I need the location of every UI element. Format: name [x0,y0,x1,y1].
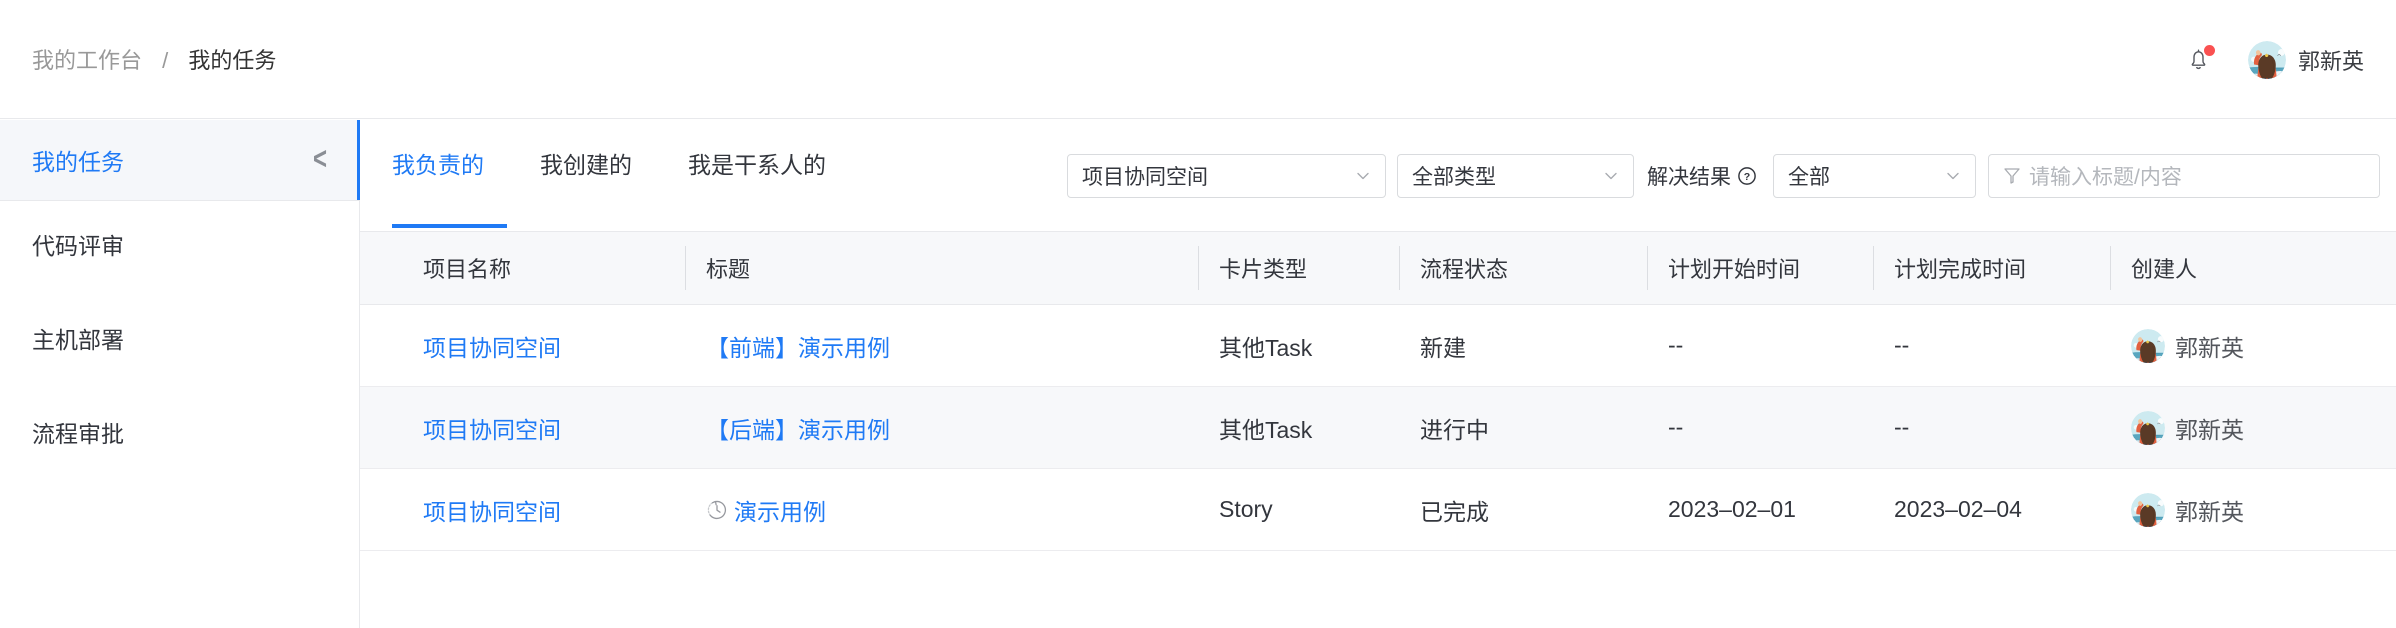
svg-text:?: ? [1744,171,1750,183]
